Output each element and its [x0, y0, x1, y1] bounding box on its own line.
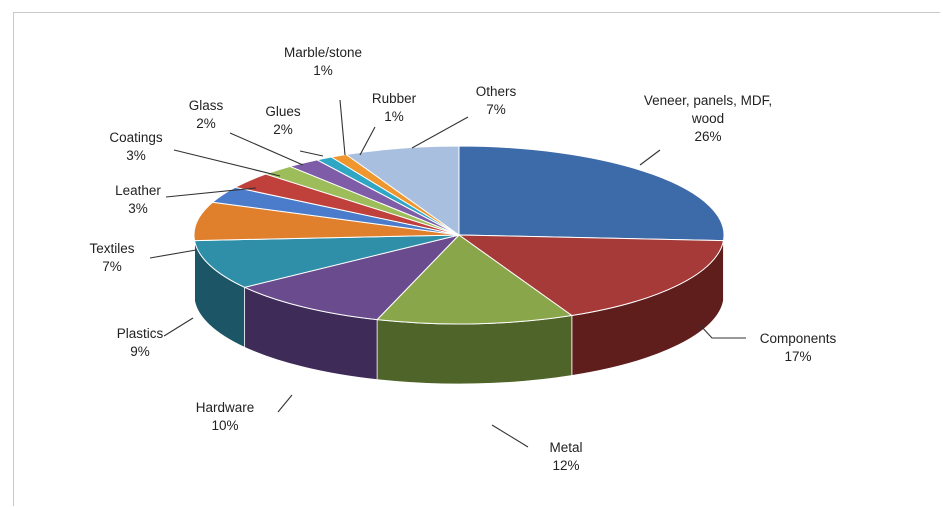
leader-line-plastics [163, 317, 194, 337]
slice-name: Hardware [196, 400, 255, 415]
slice-label-components: Components 17% [760, 331, 837, 364]
pie-slice-plastics [193, 234, 460, 288]
leader-line-glues [299, 150, 324, 157]
slice-value: 7% [102, 259, 122, 274]
slice-value: 3% [128, 201, 148, 216]
pie-slice-components [457, 234, 725, 317]
leader-line-rubber [359, 126, 376, 156]
slice-name: Veneer, panels, MDF, [644, 93, 772, 108]
slice-labels: Veneer, panels, MDF, wood 26% Components 17%… [89, 45, 836, 473]
slice-value: 2% [273, 122, 293, 137]
pie-side-metal [376, 315, 573, 385]
slice-name: Glass [189, 98, 224, 113]
slice-value: 26% [694, 129, 721, 144]
slice-value: 1% [313, 63, 333, 78]
leader-line-hardware [277, 394, 293, 413]
slice-name: Others [476, 84, 517, 99]
slice-value: 9% [130, 344, 150, 359]
slice-value: 2% [196, 116, 216, 131]
leader-line-veneer-panels-mdf [639, 149, 661, 166]
slice-value: 1% [384, 109, 404, 124]
pie-tops [193, 145, 725, 325]
pie-slice-hardware [243, 234, 461, 321]
slice-label-plastics: Plastics 9% [117, 326, 164, 359]
slice-label-metal: Metal 12% [549, 440, 582, 473]
pie-slice-others [344, 145, 460, 236]
slice-label-others: Others 7% [476, 84, 517, 117]
slice-value: 12% [552, 458, 579, 473]
slice-label-leather: Leather 3% [115, 183, 161, 216]
chart-frame [13, 12, 940, 506]
slice-name: Coatings [109, 130, 163, 145]
label-leaders [149, 99, 746, 448]
slice-label-veneer-panels-mdf: Veneer, panels, MDF, wood 26% [644, 93, 772, 144]
slice-label-rubber: Rubber 1% [372, 91, 417, 124]
pie-sides [193, 234, 725, 385]
pie-slice-textiles [193, 201, 460, 242]
slice-label-hardware: Hardware 10% [196, 400, 255, 433]
leader-line-components [699, 324, 746, 339]
slice-value: 10% [211, 418, 238, 433]
slice-name: wood [691, 111, 724, 126]
slice-value: 3% [126, 148, 146, 163]
slice-value: 17% [784, 349, 811, 364]
slice-name: Components [760, 331, 837, 346]
leader-line-leather [165, 187, 257, 198]
slice-label-textiles: Textiles 7% [89, 241, 134, 274]
pie-side-textiles [193, 234, 195, 301]
slice-label-glass: Glass 2% [189, 98, 224, 131]
leader-line-marble-stone [339, 99, 346, 156]
slice-name: Leather [115, 183, 161, 198]
leader-line-glass [229, 132, 304, 166]
leader-line-textiles [149, 249, 197, 259]
slice-value: 7% [486, 102, 506, 117]
slice-label-marble-stone: Marble/stone 1% [284, 45, 362, 78]
slice-name: Marble/stone [284, 45, 362, 60]
leader-line-metal [491, 424, 529, 448]
pie-slice-metal [376, 234, 574, 325]
slice-name: Glues [265, 104, 301, 119]
slice-name: Textiles [89, 241, 134, 256]
pie-slice-veneer-panels-mdf [458, 145, 725, 242]
slice-name: Metal [549, 440, 582, 455]
slice-label-coatings: Coatings 3% [109, 130, 163, 163]
slice-name: Plastics [117, 326, 164, 341]
slice-name: Rubber [372, 91, 417, 106]
leader-line-coatings [173, 149, 281, 177]
slice-label-glues: Glues 2% [265, 104, 301, 137]
leader-line-others [411, 116, 469, 149]
